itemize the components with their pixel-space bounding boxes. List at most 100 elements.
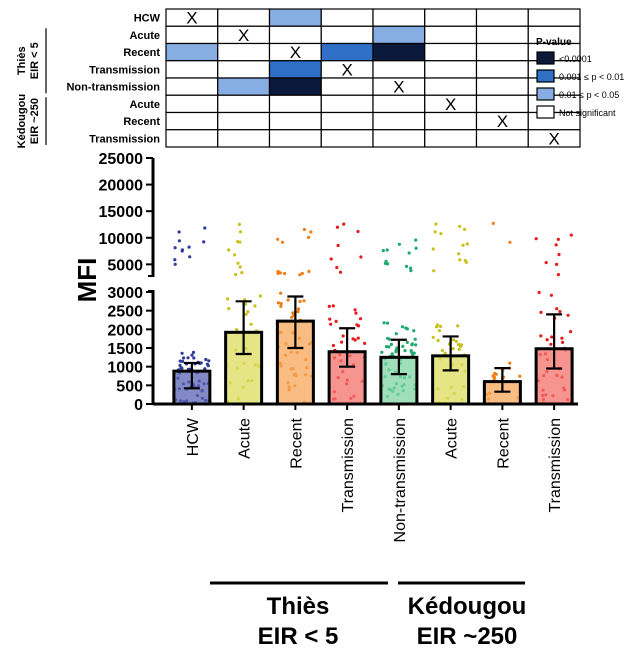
data-point [235,328,239,332]
data-point [192,356,196,360]
data-point [549,293,554,297]
data-point [331,304,335,308]
data-point [405,327,409,331]
data-point [356,229,360,234]
x-tick-label: Non-transmission [392,418,409,542]
heatmap-row-label: Acute [129,30,160,42]
group-label-line1: Thiès [267,593,330,620]
data-point [227,248,231,252]
heatmap-cell [217,60,271,79]
error-bars [183,295,563,393]
data-point [463,227,467,231]
y-tick-label: 10000 [99,231,144,248]
data-point [457,347,461,352]
data-point [328,317,332,321]
data-point [458,344,463,348]
data-point [180,359,185,363]
data-point [329,322,333,326]
x-tick-label: Transmission [547,418,564,513]
data-point [385,248,389,252]
data-point [465,242,469,246]
data-point [409,269,413,273]
heatmap-cell [320,129,374,148]
heatmap-cell [165,94,219,114]
legend-label: 0.001 ≤ p < 0.01 [559,72,624,82]
data-point [556,237,560,241]
data-point [555,307,559,311]
data-point [180,248,184,252]
data-point [456,343,460,347]
y-tick-label: 500 [116,378,143,395]
y-tick-label: 25000 [99,151,144,168]
heatmap-row-label: Acute [129,99,160,111]
data-point [491,221,495,225]
data-point [518,374,522,378]
diagonal-x-mark: X [341,60,352,79]
data-point [173,262,177,266]
heatmap-row-label: Non-transmission [66,82,160,94]
data-point [329,257,333,261]
data-point [335,225,339,229]
heatmap-cell [372,8,426,27]
data-point [413,337,417,341]
data-point [433,230,437,234]
data-point [191,350,196,354]
data-point [340,340,344,344]
data-point [291,311,295,315]
data-point [298,273,302,277]
data-point [356,324,361,328]
data-point [549,342,553,346]
heatmap-cell [268,94,322,114]
data-point [341,334,345,338]
data-point [431,247,435,251]
y-tick-label: 2500 [107,304,143,321]
bars [172,319,574,406]
data-point [443,351,447,355]
data-point [203,367,207,371]
data-point [440,348,444,353]
data-point [190,353,194,357]
data-point [569,233,573,237]
data-point [403,349,407,353]
heatmap-cell [424,77,478,96]
heatmap-cell [320,8,374,27]
data-point [386,336,390,340]
data-point [234,272,238,277]
data-point [309,230,313,234]
data-point [451,347,455,351]
data-point [180,351,184,355]
data-point [363,341,367,345]
data-point [236,261,240,265]
group-label-line1: Kédougou [408,593,527,620]
data-point [544,261,548,265]
data-point [276,301,280,305]
data-point [237,222,241,226]
heatmap-cell [372,129,426,148]
data-point [457,252,461,256]
heatmap-row-label: Recent [123,47,160,59]
heatmap-cell [217,94,271,114]
data-point [236,240,240,244]
data-point [566,313,570,317]
data-point [336,243,340,248]
data-point [280,240,285,244]
data-point [390,352,394,356]
heatmap-row-label: Recent [123,116,160,128]
heatmap-cell [217,42,271,62]
heatmap-cell [475,60,529,79]
x-tick-label: HCW [185,417,202,456]
y-axis-label: MFI [72,258,102,303]
legend-label: 0.01 ≤ p < 0.05 [559,90,619,100]
data-point [405,340,409,344]
data-point [454,339,458,343]
x-tick-labels: HCW Acute Recent Transmission Non-transmissi… [185,404,564,542]
diagonal-x-mark: X [290,43,301,62]
data-point [302,299,306,303]
data-point [558,310,562,314]
group-labels: Thiès EIR < 5 Kédougou EIR ~250 [210,581,527,649]
heatmap-cell [424,111,478,131]
heatmap-cell [372,25,426,45]
heatmap-cell [217,111,271,131]
data-point [494,372,498,376]
diagonal-x-mark: X [497,112,508,131]
